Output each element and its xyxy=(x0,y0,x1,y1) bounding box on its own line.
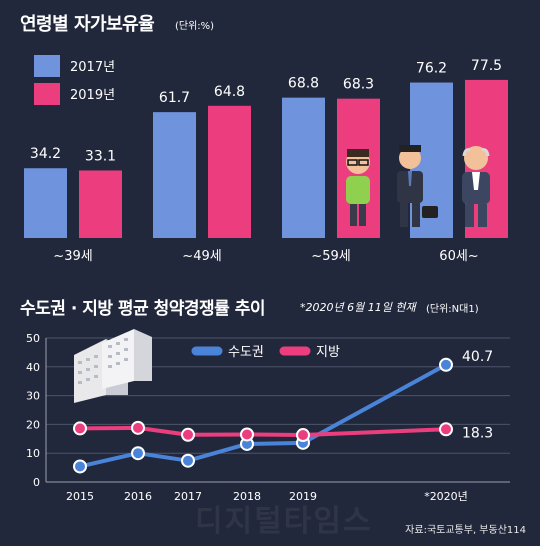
watermark: 디지털타임스 xyxy=(195,504,373,539)
legend-label-line-1: 지방 xyxy=(316,345,340,360)
businessman-icon xyxy=(397,145,438,227)
young-man-icon xyxy=(346,149,370,226)
y-tick-label: 50 xyxy=(26,332,40,345)
bar-1-1 xyxy=(208,105,251,238)
end-value-label: 40.7 xyxy=(462,349,493,365)
bar-value-label: 68.3 xyxy=(343,77,374,93)
line-chart-title: 수도권 · 지방 평균 청약경쟁률 추이 xyxy=(20,299,266,319)
bar-value-label: 68.8 xyxy=(288,76,319,92)
data-point xyxy=(240,427,254,442)
legend-swatch-1 xyxy=(34,83,60,105)
x-tick-label: 2019 xyxy=(289,490,317,503)
data-point xyxy=(131,446,145,461)
legend-swatch-0 xyxy=(34,55,60,77)
data-point xyxy=(439,357,453,372)
x-tick-label: 2015 xyxy=(66,490,94,503)
bar-chart-unit: (단위:%) xyxy=(175,21,215,32)
y-tick-label: 30 xyxy=(26,390,40,403)
bar-value-label: 76.2 xyxy=(416,61,447,77)
series-line-0 xyxy=(78,362,448,469)
data-point xyxy=(181,453,195,468)
bar-value-label: 33.1 xyxy=(85,148,116,164)
line-chart-unit: (단위:N대1) xyxy=(426,304,479,315)
category-label: ~39세 xyxy=(53,249,92,264)
category-label: ~49세 xyxy=(182,249,221,264)
bar-1-0 xyxy=(153,112,196,238)
data-point xyxy=(439,422,453,437)
series-line-1 xyxy=(78,425,448,438)
source-note: 자료:국토교통부, 부동산114 xyxy=(405,525,526,536)
y-tick-label: 40 xyxy=(26,361,40,374)
legend-label-0: 2017년 xyxy=(70,60,115,75)
bar-value-label: 77.5 xyxy=(471,58,502,74)
x-tick-label: 2017 xyxy=(174,490,202,503)
x-tick-label: 2016 xyxy=(124,490,152,503)
bar-value-label: 61.7 xyxy=(159,90,190,106)
line-chart-note: *2020년 6월 11일 현재 xyxy=(300,301,416,314)
y-tick-label: 10 xyxy=(26,447,40,460)
y-tick-label: 20 xyxy=(26,418,40,431)
bar-2-0 xyxy=(282,97,325,238)
category-label: 60세~ xyxy=(439,249,478,264)
category-label: ~59세 xyxy=(311,249,350,264)
bar-value-label: 64.8 xyxy=(214,84,245,100)
bar-0-0 xyxy=(24,168,67,238)
apartment-buildings-icon xyxy=(74,329,152,403)
bar-chart-title: 연령별 자가보유율 xyxy=(20,14,155,35)
bar-0-1 xyxy=(79,170,122,238)
older-man-icon xyxy=(462,146,490,227)
people-illustration xyxy=(346,145,490,227)
data-point xyxy=(73,459,87,474)
y-tick-label: 0 xyxy=(33,476,40,489)
data-point xyxy=(131,420,145,435)
data-point xyxy=(296,428,310,443)
legend-label-line-0: 수도권 xyxy=(228,345,264,360)
legend-label-1: 2019년 xyxy=(70,88,115,103)
bar-value-label: 34.2 xyxy=(30,146,61,162)
end-value-label: 18.3 xyxy=(462,425,493,441)
data-point xyxy=(73,421,87,436)
x-tick-label: 2018 xyxy=(233,490,261,503)
x-tick-label: *2020년 xyxy=(424,490,468,503)
data-point xyxy=(181,427,195,442)
